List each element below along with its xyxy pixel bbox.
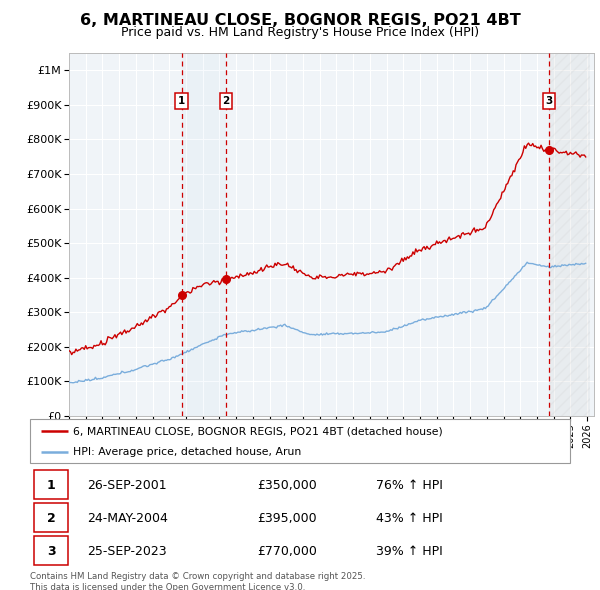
FancyBboxPatch shape (34, 470, 68, 499)
Bar (182, 53, 226, 416)
Bar (549, 53, 590, 416)
Text: 43% ↑ HPI: 43% ↑ HPI (376, 512, 442, 526)
Text: 39% ↑ HPI: 39% ↑ HPI (376, 545, 442, 559)
FancyBboxPatch shape (34, 536, 68, 565)
Text: Price paid vs. HM Land Registry's House Price Index (HPI): Price paid vs. HM Land Registry's House … (121, 26, 479, 39)
Text: 76% ↑ HPI: 76% ↑ HPI (376, 479, 442, 493)
Text: 3: 3 (545, 96, 553, 106)
Text: 3: 3 (47, 545, 55, 559)
Text: 1: 1 (47, 479, 55, 493)
Text: £395,000: £395,000 (257, 512, 316, 526)
Text: 26-SEP-2001: 26-SEP-2001 (86, 479, 166, 493)
Text: £350,000: £350,000 (257, 479, 317, 493)
Text: HPI: Average price, detached house, Arun: HPI: Average price, detached house, Arun (73, 447, 301, 457)
Text: 6, MARTINEAU CLOSE, BOGNOR REGIS, PO21 4BT (detached house): 6, MARTINEAU CLOSE, BOGNOR REGIS, PO21 4… (73, 427, 443, 436)
Text: 2: 2 (223, 96, 230, 106)
Text: 25-SEP-2023: 25-SEP-2023 (86, 545, 166, 559)
Text: 24-MAY-2004: 24-MAY-2004 (86, 512, 167, 526)
Text: 2: 2 (47, 512, 55, 526)
FancyBboxPatch shape (34, 503, 68, 532)
Text: 1: 1 (178, 96, 185, 106)
Text: Contains HM Land Registry data © Crown copyright and database right 2025.
This d: Contains HM Land Registry data © Crown c… (30, 572, 365, 590)
FancyBboxPatch shape (30, 419, 570, 463)
Text: 6, MARTINEAU CLOSE, BOGNOR REGIS, PO21 4BT: 6, MARTINEAU CLOSE, BOGNOR REGIS, PO21 4… (80, 13, 520, 28)
Text: £770,000: £770,000 (257, 545, 317, 559)
